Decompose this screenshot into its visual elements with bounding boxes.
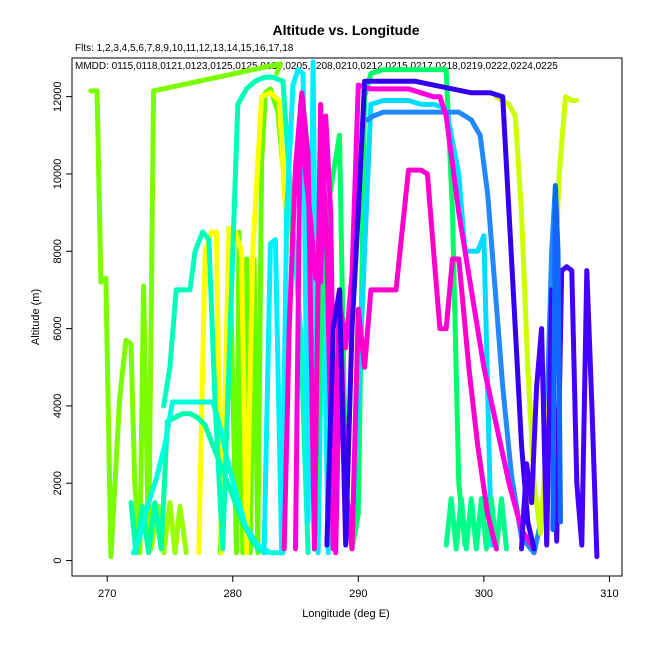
flight-track-4: [196, 90, 291, 556]
flight-track-6: [131, 399, 286, 556]
flight-track-16: [324, 78, 537, 552]
x-tick-label: 300: [475, 588, 493, 600]
y-tick-label: 0: [52, 557, 64, 563]
flight-track-15: [293, 82, 537, 556]
y-axis: 0 2000 4000 6000 8000 10000 12000: [52, 81, 72, 564]
flight-track-13: [443, 496, 509, 552]
chart-title: Altitude vs. Longitude: [273, 22, 420, 38]
y-tick-label: 10000: [52, 159, 64, 190]
y-tick-label: 4000: [52, 394, 64, 418]
dates-note: MMDD: 0115,0118,0121,0123,0125,0125,0130…: [75, 61, 558, 72]
x-tick-label: 270: [98, 588, 116, 600]
y-tick-label: 6000: [52, 316, 64, 340]
plot-frame: [71, 57, 623, 577]
x-axis-label: Longitude (deg E): [302, 608, 389, 620]
flight-track-2: [148, 500, 189, 556]
x-tick-label: 290: [349, 588, 367, 600]
flight-tracks: [88, 59, 600, 560]
flight-track-8: [261, 59, 331, 556]
x-tick-label: 310: [600, 588, 618, 600]
flight-track-12: [493, 94, 580, 536]
x-tick-label: 280: [224, 588, 242, 600]
y-tick-label: 8000: [52, 239, 64, 263]
flight-track-10: [349, 98, 494, 548]
x-axis: 270 280 290 300 310: [98, 576, 619, 600]
y-tick-label: 2000: [52, 471, 64, 495]
flight-track-18: [550, 183, 563, 533]
flight-track-7: [161, 74, 311, 556]
flight-track-14: [281, 90, 499, 552]
flight-track-9: [311, 67, 468, 552]
y-axis-label: Altitude (m): [30, 289, 42, 345]
y-tick-label: 12000: [52, 81, 64, 112]
flight-track-1: [88, 61, 283, 560]
flights-note: Flts: 1,2,3,4,5,6,7,8,9,10,11,12,13,14,1…: [75, 43, 294, 54]
